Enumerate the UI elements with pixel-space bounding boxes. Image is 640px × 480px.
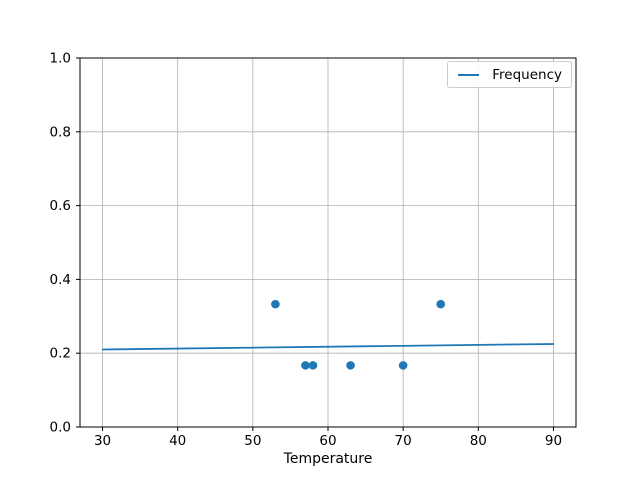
y-tick-label: 0.0	[50, 420, 71, 436]
data-point	[436, 299, 446, 309]
y-tick-label: 0.2	[50, 346, 71, 362]
x-tick-label: 40	[169, 433, 186, 449]
x-tick-label: 70	[395, 433, 412, 449]
data-point	[271, 299, 280, 309]
legend-label: Frequency	[492, 66, 562, 83]
y-tick-label: 1.0	[50, 51, 71, 67]
legend: Frequency	[447, 61, 572, 88]
data-point	[398, 361, 408, 370]
x-tick-label: 60	[319, 433, 336, 449]
y-tick-label: 0.8	[50, 124, 71, 140]
x-tick-label: 50	[244, 433, 261, 449]
x-tick-label: 90	[545, 433, 562, 449]
x-tick-label: 30	[94, 433, 111, 449]
data-point	[301, 361, 310, 370]
y-tick-label: 0.4	[50, 272, 71, 288]
y-tick-label: 0.6	[50, 198, 71, 214]
x-tick-label: 80	[470, 433, 487, 449]
data-point	[308, 361, 318, 370]
frequency-line	[101, 343, 555, 351]
data-point	[346, 361, 355, 370]
legend-line-sample-icon	[458, 73, 480, 76]
x-axis-label: Temperature	[283, 451, 373, 467]
